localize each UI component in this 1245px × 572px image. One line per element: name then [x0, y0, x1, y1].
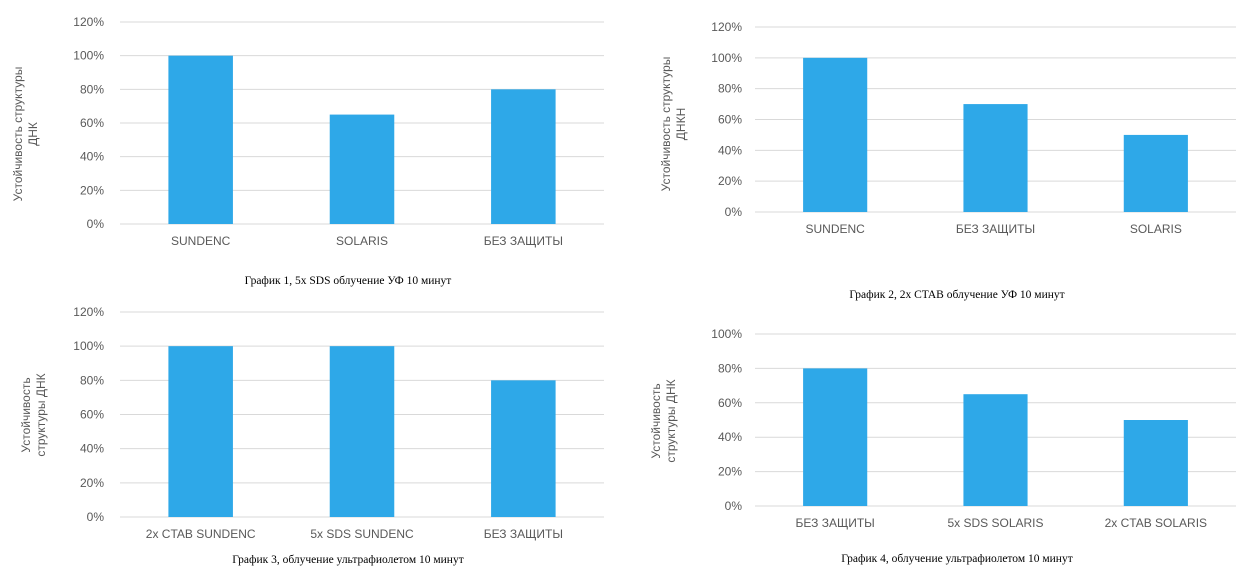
- y-tick-label: 60%: [718, 396, 742, 410]
- bar-3: [1123, 134, 1188, 212]
- y-tick-label: 80%: [80, 373, 104, 387]
- y-tick-label: 20%: [718, 465, 742, 479]
- y-tick-label: 0%: [87, 217, 105, 231]
- y-tick-label: 120%: [73, 305, 104, 319]
- y-axis-label: Устойчивостьструктуры ДНК: [649, 379, 678, 462]
- chart-caption: График 3, облучение ультрафиолетом 10 ми…: [232, 554, 463, 566]
- chart-3: 0% 20% 40% 60% 80% 100% 120% 2x CTAB SUNDENC 5x …: [19, 305, 604, 566]
- category-label: SOLARIS: [336, 234, 388, 248]
- category-label: БЕЗ ЗАЩИТЫ: [484, 527, 563, 541]
- y-tick-label: 80%: [718, 82, 742, 96]
- y-tick-label: 100%: [711, 51, 742, 65]
- bar-3: [491, 380, 556, 517]
- y-tick-label: 120%: [711, 20, 742, 34]
- y-tick-label: 20%: [80, 476, 104, 490]
- category-label: 2x CTAB SOLARIS: [1105, 516, 1207, 530]
- y-tick-label: 60%: [80, 116, 104, 130]
- bar-2: [963, 104, 1028, 212]
- bar-1: [168, 55, 233, 224]
- y-tick-label: 0%: [725, 499, 743, 513]
- y-tick-label: 100%: [711, 327, 742, 341]
- bar-2: [329, 114, 395, 224]
- y-tick-label: 120%: [73, 15, 104, 29]
- y-tick-label: 100%: [73, 339, 104, 353]
- category-label: 5x SDS SOLARIS: [947, 516, 1043, 530]
- y-tick-label: 40%: [718, 143, 742, 157]
- y-axis-label: Устойчивость структурыДНКН: [659, 57, 688, 192]
- bar-1: [803, 368, 868, 506]
- category-label: 2x CTAB SUNDENC: [146, 527, 256, 541]
- category-label: SUNDENC: [805, 222, 865, 236]
- y-tick-label: 20%: [718, 174, 742, 188]
- y-tick-label: 20%: [80, 183, 104, 197]
- chart-caption: График 4, облучение ультрафиолетом 10 ми…: [841, 553, 1072, 565]
- chart-caption: График 1, 5x SDS облучение УФ 10 минут: [245, 275, 452, 287]
- y-tick-label: 100%: [73, 49, 104, 63]
- category-label: 5x SDS SUNDENC: [310, 527, 414, 541]
- y-tick-label: 40%: [80, 442, 104, 456]
- y-tick-label: 40%: [718, 430, 742, 444]
- y-axis-label: Устойчивостьструктуры ДНК: [19, 373, 48, 456]
- chart-caption: График 2, 2x CTAB облучение УФ 10 минут: [849, 289, 1064, 301]
- y-axis-label: Устойчивость структурыДНК: [11, 67, 40, 202]
- bar-2: [329, 346, 395, 517]
- bar-2: [963, 394, 1028, 506]
- category-label: БЕЗ ЗАЩИТЫ: [484, 234, 563, 248]
- y-tick-label: 60%: [80, 408, 104, 422]
- y-tick-label: 0%: [725, 205, 743, 219]
- bar-3: [1123, 420, 1188, 506]
- bar-1: [168, 346, 233, 517]
- chart-1: 0% 20% 40% 60% 80% 100% 120% SUNDENC SOLARIS БЕЗ …: [11, 15, 604, 287]
- bar-3: [491, 89, 556, 224]
- y-tick-label: 80%: [80, 82, 104, 96]
- bar-1: [803, 57, 868, 213]
- category-label: БЕЗ ЗАЩИТЫ: [956, 222, 1035, 236]
- category-label: SUNDENC: [171, 234, 231, 248]
- y-tick-label: 80%: [718, 361, 742, 375]
- category-label: SOLARIS: [1130, 222, 1182, 236]
- chart-2: 0% 20% 40% 60% 80% 100% 120% SUNDENC БЕЗ ЗАЩИТЫ S…: [659, 20, 1236, 301]
- y-tick-label: 60%: [718, 113, 742, 127]
- y-tick-label: 0%: [87, 510, 105, 524]
- y-tick-label: 40%: [80, 150, 104, 164]
- category-label: БЕЗ ЗАЩИТЫ: [796, 516, 875, 530]
- chart-4: 0% 20% 40% 60% 80% 100% БЕЗ ЗАЩИТЫ 5x SDS SOLAR…: [649, 327, 1236, 565]
